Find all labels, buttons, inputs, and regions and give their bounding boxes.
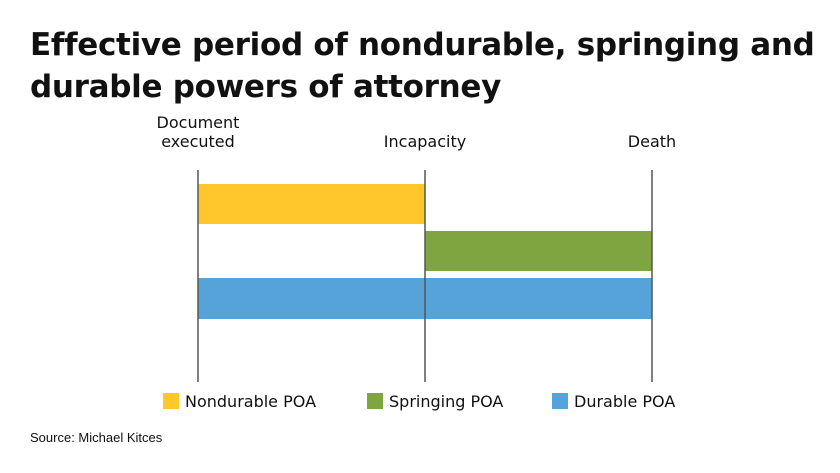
milestone-label-3: Death	[628, 132, 676, 151]
source-note: Source: Michael Kitces	[30, 430, 163, 445]
legend-swatch-durable-poa	[552, 393, 568, 409]
legend-label-nondurable-poa: Nondurable POA	[185, 392, 316, 411]
bar-springing-poa	[425, 231, 652, 271]
legend-label-durable-poa: Durable POA	[574, 392, 675, 411]
milestone-label-2: Incapacity	[384, 132, 466, 151]
legend-swatch-nondurable-poa	[163, 393, 179, 409]
milestone-label-1-line-1: Document	[157, 113, 240, 132]
bar-nondurable-poa	[198, 184, 425, 224]
milestone-label-1-line-2: executed	[161, 132, 235, 151]
legend-label-springing-poa: Springing POA	[389, 392, 503, 411]
chart-title: Effective period of nondurable, springin…	[30, 27, 815, 105]
legend-swatch-springing-poa	[367, 393, 383, 409]
